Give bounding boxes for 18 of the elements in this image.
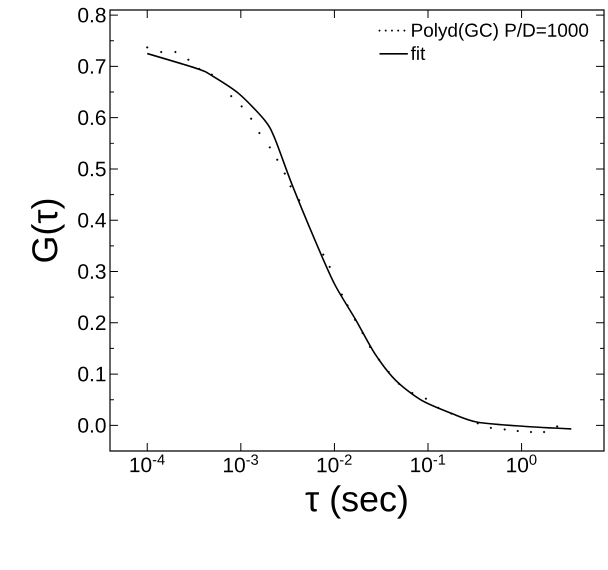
y-tick-label: 0.0: [78, 418, 106, 433]
y-tick-label: 0.2: [78, 315, 106, 330]
y-tick-label: 0.7: [78, 58, 106, 74]
x-tick-label: 10$^{-3}$: [224, 454, 258, 472]
y-tick-label: 0.1: [78, 366, 106, 382]
y-tick-label: 0.6: [78, 110, 106, 126]
legend-label: Polyd(GC) P/D=1000: [412, 22, 588, 41]
x-axis-title: τ (sec): [306, 485, 407, 519]
x-tick-label: 10$^{-1}$: [411, 454, 446, 472]
y-tick-label: 0.5: [78, 162, 106, 176]
x-tick-label: 10$^{0}$: [507, 454, 536, 472]
x-tick-label: 10$^{-4}$: [130, 454, 165, 472]
y-axis-title: G(τ): [31, 200, 65, 262]
y-tick-label: 0.8: [78, 8, 106, 23]
y-tick-label: 0.4: [78, 212, 106, 228]
y-tick-label: 0.3: [78, 264, 106, 279]
legend-label: fit: [410, 46, 426, 60]
x-tick-label: 10$^{-2}$: [318, 454, 352, 472]
